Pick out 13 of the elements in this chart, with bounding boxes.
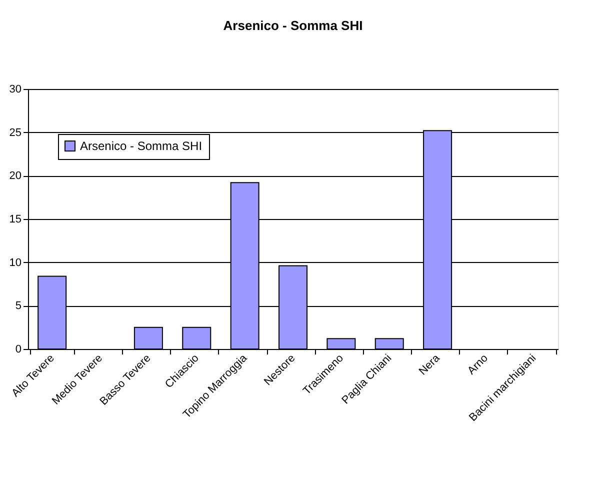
bar bbox=[326, 338, 356, 350]
chart-title: Arsenico - Somma SHI bbox=[223, 18, 363, 33]
y-tick-label: 20 bbox=[9, 170, 22, 182]
y-tick-label: 30 bbox=[9, 84, 22, 96]
bar bbox=[374, 338, 404, 350]
bar bbox=[134, 326, 163, 350]
legend-label: Arsenico - Somma SHI bbox=[80, 139, 202, 153]
bar bbox=[182, 326, 212, 350]
y-tick-label: 5 bbox=[15, 300, 22, 312]
y-tick-label: 0 bbox=[15, 344, 22, 356]
y-tick-label: 10 bbox=[9, 256, 22, 269]
y-tick-label: 15 bbox=[9, 214, 22, 226]
y-tick-label: 25 bbox=[9, 126, 22, 139]
